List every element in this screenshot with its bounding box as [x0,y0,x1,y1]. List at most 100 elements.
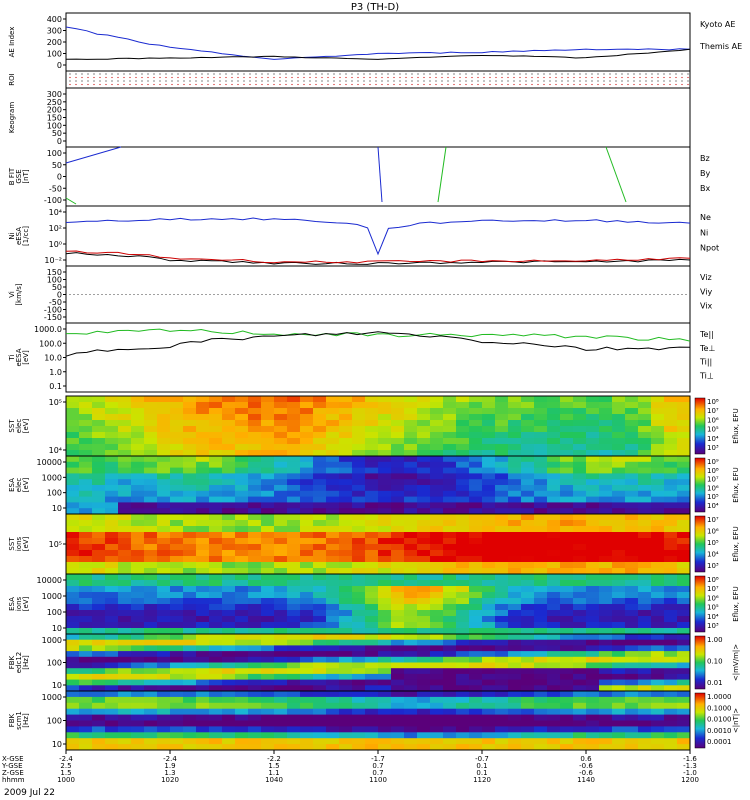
y-tick-label: 100 [47,489,62,498]
heatmap-cell [573,691,587,698]
heatmap-cell [443,610,457,617]
heatmap-cell [352,544,366,551]
heatmap-cell [274,526,288,533]
roi-dot [507,83,509,86]
x-tick-label: -0.7 [475,755,489,763]
heatmap-cell [443,408,457,415]
heatmap-cell [183,514,197,521]
heatmap-cell [417,732,431,739]
roi-dot [489,80,491,82]
heatmap-cell [248,490,262,498]
heatmap-cell [300,438,314,445]
heatmap-cell [66,544,80,551]
roi-dot [321,80,323,82]
heatmap-cell [599,502,613,509]
heatmap-cell [469,568,483,575]
heatmap-cell [508,634,522,641]
heatmap-cell [495,514,509,521]
heatmap-cell [170,685,184,692]
heatmap-cell [560,514,574,521]
heatmap-cell [469,562,483,569]
heatmap-cell [638,714,652,721]
heatmap-cell [92,550,106,557]
heatmap-cell [326,668,340,675]
heatmap-cell [378,444,392,451]
heatmap-cell [521,685,535,692]
heatmap-cell [66,738,80,745]
heatmap-cell [469,622,483,629]
heatmap-cell [378,628,392,635]
heatmap-cell [456,598,470,605]
heatmap-cell [586,508,600,515]
heatmap-cell [586,604,600,611]
heatmap-cell [365,651,379,658]
heatmap-cell [118,490,132,498]
heatmap-cell [417,562,431,569]
heatmap-cell [612,610,626,617]
heatmap-cell [92,538,106,545]
heatmap-cell [326,574,340,581]
heatmap-cell [443,622,457,629]
heatmap-cell [79,668,93,675]
heatmap-cell [495,610,509,617]
heatmap-cell [664,526,678,533]
roi-dot [609,76,611,79]
heatmap-cell [651,662,665,669]
heatmap-cell [573,426,587,433]
heatmap-cell [352,720,366,727]
heatmap-cell [443,502,457,509]
heatmap-cell [586,444,600,451]
heatmap-cell [196,408,210,415]
heatmap-cell [339,444,353,451]
heatmap-cell [92,696,106,704]
heatmap-cell [664,616,678,623]
heatmap-cell [495,702,509,710]
heatmap-cell [482,592,496,599]
heatmap-cell [586,708,600,716]
heatmap-cell [287,568,301,575]
heatmap-cell [625,668,639,675]
heatmap-cell [300,651,314,658]
heatmap-cell [573,586,587,593]
heatmap-cell [157,508,171,515]
heatmap-cell [196,544,210,551]
heatmap-cell [651,708,665,716]
heatmap-cell [469,645,483,652]
heatmap-cell [170,514,184,521]
heatmap-cell [313,696,327,704]
heatmap-cell [92,450,106,457]
heatmap-cell [469,628,483,635]
roi-dot [627,76,629,79]
heatmap-cell [677,580,691,587]
roi-dot [537,76,539,79]
heatmap-cell [170,473,184,480]
heatmap-cell [66,732,80,739]
heatmap-cell [469,544,483,551]
heatmap-cell [677,598,691,605]
heatmap-cell [196,444,210,451]
heatmap-cell [313,432,327,439]
heatmap-cell [209,450,223,457]
heatmap-cell [508,479,522,486]
heatmap-cell [391,720,405,727]
heatmap-cell [105,744,119,751]
heatmap-cell [144,702,158,710]
heatmap-cell [196,574,210,581]
zero-line-dot [453,294,455,295]
heatmap-cell [222,532,236,539]
heatmap-cell [261,396,275,403]
heatmap-cell [547,479,561,486]
heatmap-cell [300,456,314,463]
zero-line-dot [677,294,679,295]
heatmap-cell [339,438,353,445]
heatmap-cell [287,526,301,533]
heatmap-cell [417,574,431,581]
heatmap-cell [92,726,106,733]
heatmap-cell [456,438,470,445]
heatmap-cell [586,544,600,551]
heatmap-cell [261,702,275,710]
heatmap-cell [105,508,119,515]
heatmap-cell [612,668,626,675]
heatmap-cell [638,473,652,480]
heatmap-cell [469,714,483,721]
